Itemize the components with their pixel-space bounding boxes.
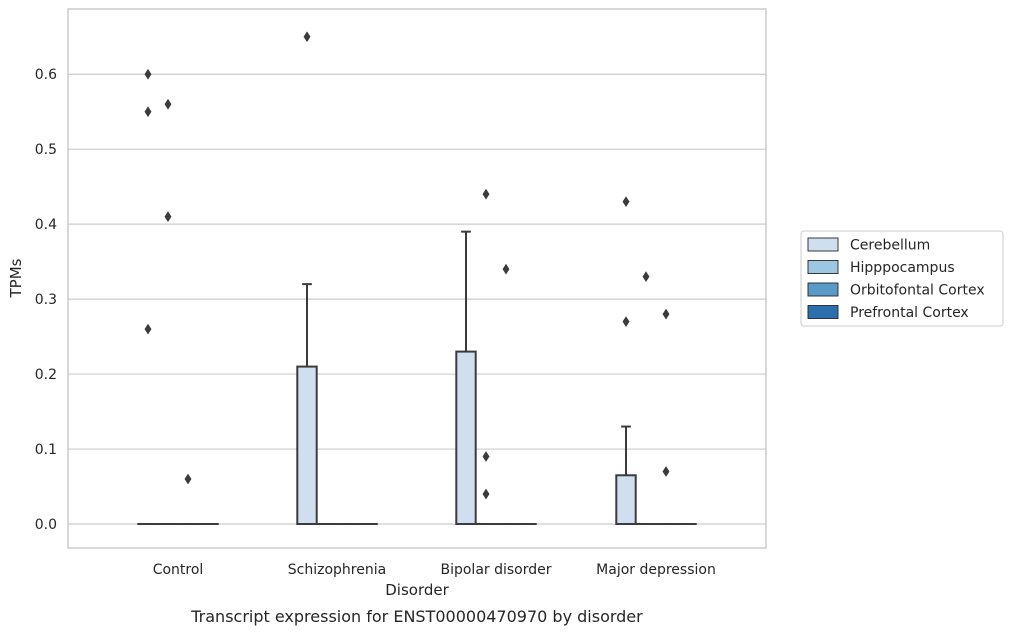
x-tick-label: Control — [153, 562, 204, 578]
box-group — [615, 196, 637, 526]
outlier-point — [144, 68, 152, 80]
outlier-point — [622, 316, 630, 328]
legend-entry-label: Prefrontal Cortex — [850, 305, 969, 321]
plot-background — [68, 9, 766, 548]
outlier-point — [502, 263, 510, 275]
outlier-point — [184, 473, 192, 485]
x-tick-label: Major depression — [596, 562, 716, 578]
legend-frame — [800, 230, 1004, 327]
y-tick-label: 0.5 — [35, 142, 57, 158]
legend-entry-label: Cerebellum — [850, 238, 930, 254]
outlier-point — [662, 308, 670, 320]
y-tick-label: 0.6 — [35, 67, 57, 83]
y-axis-title: TPMs — [7, 258, 25, 298]
outlier-point — [144, 323, 152, 335]
y-tick-label: 0.1 — [35, 442, 57, 458]
outlier-point — [482, 188, 490, 200]
outlier-point — [144, 106, 152, 118]
box-group — [475, 188, 497, 526]
y-tick-label: 0.2 — [35, 367, 57, 383]
box-group — [157, 98, 179, 526]
box-layer — [137, 31, 697, 526]
x-tick-label: Schizophrenia — [288, 562, 386, 578]
legend-swatch — [807, 282, 839, 297]
legend: Cerebellum Hipppocampus Orbitofontal Corte… — [800, 230, 1004, 327]
plot-border — [67, 8, 767, 549]
box-group — [296, 31, 318, 526]
y-tick-label: 0.0 — [35, 517, 57, 533]
legend-entry-label: Orbitofontal Cortex — [850, 283, 985, 299]
box — [296, 365, 318, 526]
legend-swatch — [807, 237, 839, 252]
outlier-point — [303, 31, 311, 43]
outlier-point — [482, 451, 490, 463]
tick-labels: 0.0 0.1 0.2 0.3 0.4 0.5 0.6 Control Schizophreni… — [35, 67, 716, 578]
box-group — [137, 68, 159, 526]
chart-caption: Transcript expression for ENST0000047097… — [190, 607, 643, 626]
outlier-point — [164, 98, 172, 110]
outlier-point — [622, 196, 630, 208]
outlier-point — [662, 466, 670, 477]
y-tick-label: 0.4 — [35, 217, 57, 233]
legend-swatch — [807, 305, 839, 319]
x-tick-label: Bipolar disorder — [440, 562, 551, 578]
box — [455, 350, 477, 526]
outlier-point — [164, 211, 172, 223]
x-axis-title: Disorder — [385, 581, 449, 599]
box — [615, 474, 637, 526]
plot-frame — [67, 8, 767, 549]
legend-entry-label: Hipppocampus — [850, 260, 955, 276]
y-tick-label: 0.3 — [35, 292, 57, 308]
legend-swatch — [807, 260, 839, 274]
box-group — [455, 230, 477, 526]
box-group — [655, 308, 677, 526]
outlier-point — [482, 488, 490, 500]
outlier-point — [642, 271, 650, 283]
gridlines — [68, 9, 766, 548]
